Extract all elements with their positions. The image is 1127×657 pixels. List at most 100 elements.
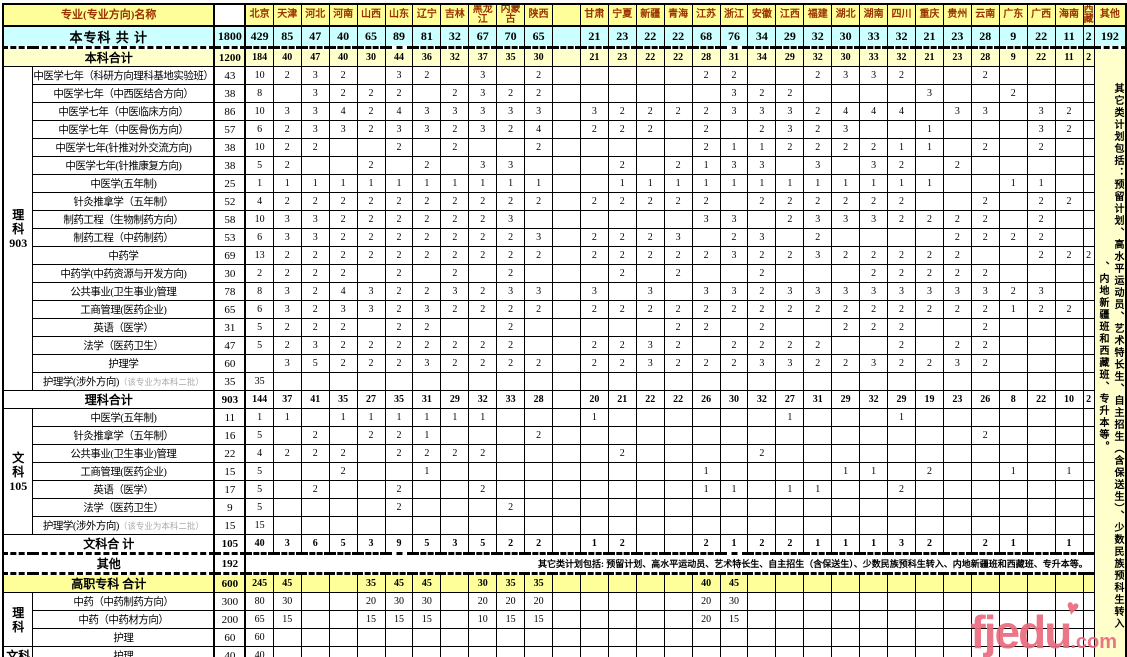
value-cell: [1054, 84, 1084, 103]
value-cell: [1082, 372, 1095, 391]
value-cell: [384, 646, 414, 657]
total-cell: 17: [213, 480, 247, 499]
value-cell: 1: [244, 408, 274, 427]
value-cell: [747, 480, 777, 499]
value-cell: 32: [468, 390, 498, 409]
program-name-cell: 制药工程（中药制药）: [32, 228, 215, 247]
value-cell: [496, 628, 526, 647]
value-cell: [775, 444, 805, 463]
vertical-note-cell: 其它类计划包括：预留计划、高水平运动员、艺术特长生、自主招生（含保送生）、少数民…: [1093, 47, 1127, 657]
value-cell: 21: [579, 47, 609, 67]
total-cell: 1800: [213, 25, 247, 49]
spacer-cell: [552, 628, 581, 647]
value-cell: [942, 573, 972, 593]
value-cell: 37: [272, 390, 302, 409]
spacer-cell: [552, 444, 581, 463]
value-cell: 10: [244, 102, 274, 121]
value-cell: [328, 498, 358, 517]
value-cell: [579, 498, 609, 517]
value-cell: 2: [942, 336, 972, 355]
total-cell: 300: [213, 592, 247, 611]
program-name-cell: 法学（医药卫生）: [32, 336, 215, 355]
value-cell: 3: [524, 102, 554, 121]
value-cell: 2: [719, 336, 749, 355]
vertical-note-text: 其它类计划包括：预留计划、高水平运动员、艺术特长生、自主招生（含保送生）、少数民…: [1095, 49, 1125, 657]
value-cell: 2: [859, 300, 889, 319]
value-cell: [1026, 318, 1056, 337]
value-cell: [970, 573, 1000, 593]
value-cell: 2: [524, 300, 554, 319]
table-row: 中医学七年（中医骨伤方向） 57 6 2 3 3 2 3 3 2 3 2 4 2 2 2 2 2 3 2 3 1 3 2: [3, 120, 1126, 139]
value-cell: 3: [468, 84, 498, 103]
value-cell: 2: [1026, 228, 1056, 247]
value-cell: 31: [803, 390, 833, 409]
value-cell: 2: [496, 264, 526, 283]
value-cell: [1082, 592, 1095, 611]
value-cell: [831, 156, 861, 175]
value-cell: 3: [440, 534, 470, 555]
value-cell: 3: [942, 354, 972, 373]
value-cell: [356, 646, 386, 657]
total-cell: 69: [213, 246, 247, 265]
value-cell: 40: [691, 573, 721, 593]
value-cell: [579, 372, 609, 391]
value-cell: 1: [691, 462, 721, 481]
value-cell: [663, 138, 693, 157]
value-cell: [1026, 84, 1056, 103]
value-cell: [663, 592, 693, 611]
value-cell: 2: [412, 228, 442, 247]
value-cell: 2: [887, 318, 916, 337]
value-cell: 30: [468, 573, 498, 593]
value-cell: [831, 498, 861, 517]
value-cell: [970, 480, 1000, 499]
value-cell: [803, 516, 833, 535]
value-cell: [998, 66, 1028, 85]
value-cell: 35: [244, 372, 274, 391]
column-header: 宁夏: [607, 3, 637, 27]
value-cell: [579, 318, 609, 337]
value-cell: 1: [719, 480, 749, 499]
program-name-note: （该专业为本科二批）: [118, 377, 204, 387]
column-header: 贵州: [942, 3, 972, 27]
value-cell: 65: [356, 25, 386, 49]
value-cell: [775, 610, 805, 629]
value-cell: 1: [328, 174, 358, 193]
value-cell: [524, 480, 554, 499]
value-cell: 1: [356, 408, 386, 427]
value-cell: 2: [412, 282, 442, 301]
value-cell: 85: [272, 25, 302, 49]
value-cell: 2: [440, 210, 470, 229]
program-name-cell: 工商管理(医药企业): [32, 462, 215, 481]
value-cell: 1: [719, 174, 749, 193]
value-cell: [524, 516, 554, 535]
value-cell: 2: [272, 138, 302, 157]
value-cell: 2: [998, 84, 1028, 103]
value-cell: 2: [970, 318, 1000, 337]
value-cell: 2: [914, 210, 944, 229]
value-cell: 2: [831, 246, 861, 265]
value-cell: 2: [663, 354, 693, 373]
value-cell: [300, 156, 330, 175]
value-cell: [831, 372, 861, 391]
value-cell: 2: [663, 336, 693, 355]
value-cell: 5: [244, 426, 274, 445]
value-cell: [1026, 444, 1056, 463]
value-cell: [524, 408, 554, 427]
total-cell: 25: [213, 174, 247, 193]
value-cell: 23: [942, 25, 972, 49]
value-cell: 2: [300, 318, 330, 337]
value-cell: [719, 120, 749, 139]
value-cell: 2: [412, 336, 442, 355]
value-cell: [691, 516, 721, 535]
value-cell: [328, 138, 358, 157]
value-cell: [775, 516, 805, 535]
value-cell: 4: [859, 102, 889, 121]
value-cell: 2: [328, 354, 358, 373]
value-cell: [1082, 498, 1095, 517]
value-cell: 27: [356, 390, 386, 409]
value-cell: 2: [300, 282, 330, 301]
table-row: 英语（医学） 17 5 2 2 2 1 1 1 1 2: [3, 480, 1126, 499]
value-cell: [691, 372, 721, 391]
value-cell: [1054, 66, 1084, 85]
